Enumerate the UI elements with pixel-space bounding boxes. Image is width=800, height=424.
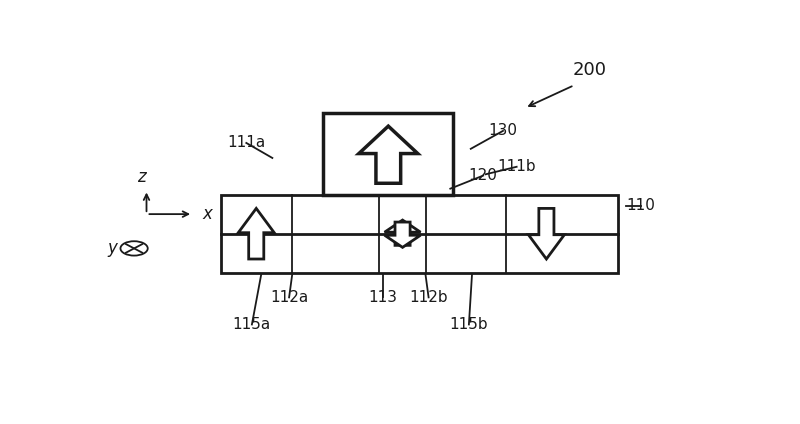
Text: 112b: 112b [410, 290, 448, 305]
Text: 111a: 111a [227, 135, 266, 151]
Bar [221, 195, 618, 273]
Text: 130: 130 [489, 123, 518, 138]
Text: y: y [107, 240, 118, 257]
Polygon shape [385, 220, 421, 245]
Text: 115b: 115b [450, 317, 488, 332]
Polygon shape [385, 222, 421, 247]
Text: 115a: 115a [233, 317, 271, 332]
Text: 200: 200 [573, 61, 606, 79]
Bar [323, 113, 454, 195]
Text: 112a: 112a [270, 290, 308, 305]
Text: 111b: 111b [498, 159, 536, 174]
Text: x: x [202, 205, 212, 223]
Text: 110: 110 [626, 198, 655, 213]
Text: 120: 120 [469, 168, 498, 183]
Polygon shape [359, 126, 418, 183]
Polygon shape [238, 209, 274, 259]
Polygon shape [529, 209, 564, 259]
Text: z: z [137, 168, 146, 186]
Text: 113: 113 [368, 290, 398, 305]
